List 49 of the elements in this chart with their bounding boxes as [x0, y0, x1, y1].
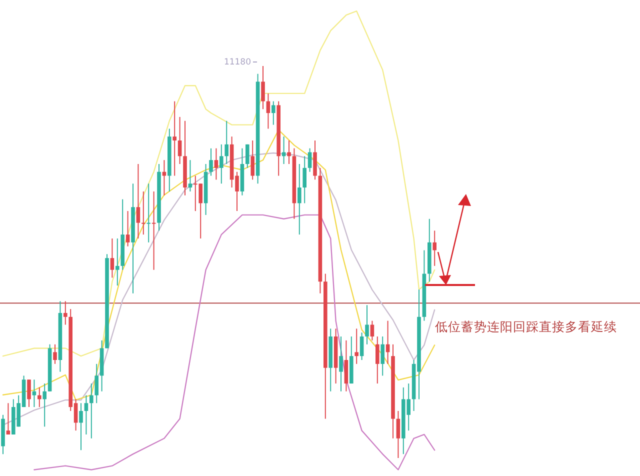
candlestick — [178, 116, 182, 164]
candlestick — [354, 328, 358, 364]
candlestick — [6, 402, 10, 435]
candlestick — [266, 92, 270, 130]
candlestick — [27, 379, 31, 408]
candlestick — [152, 190, 156, 270]
candlestick — [344, 340, 348, 392]
candlestick — [110, 238, 114, 278]
candlestick — [142, 190, 146, 236]
candlestick — [172, 100, 176, 176]
candlestick — [79, 402, 83, 451]
candlestick — [220, 144, 224, 184]
candlestick — [272, 100, 276, 126]
candlestick — [380, 336, 384, 376]
candlestick — [261, 66, 265, 110]
annotation: 11180 — [224, 57, 251, 68]
candlestick — [308, 148, 312, 172]
candlestick — [432, 230, 436, 266]
candlestick — [282, 136, 286, 164]
candlestick — [376, 336, 380, 384]
candlestick — [38, 386, 42, 408]
candlestick — [339, 336, 343, 392]
candlestick — [365, 304, 369, 345]
candlestick — [126, 210, 130, 247]
candlestick — [250, 140, 254, 180]
candlestick — [136, 164, 140, 239]
candlestick — [360, 332, 364, 360]
candlestick — [396, 410, 400, 458]
candlestick — [287, 140, 291, 164]
candlestick — [302, 156, 306, 204]
candlestick — [224, 120, 228, 164]
candlestick — [42, 383, 46, 428]
candlestick — [313, 140, 317, 180]
candlestick — [370, 320, 374, 341]
candlestick — [146, 183, 150, 243]
candlestick — [53, 344, 57, 364]
candlestick — [64, 300, 68, 326]
candlestick — [162, 160, 166, 196]
candlestick — [209, 148, 213, 176]
candlestick — [214, 148, 218, 180]
candlestick — [246, 144, 250, 168]
candlestick — [188, 160, 192, 192]
candlestick — [298, 164, 302, 236]
candlestick — [90, 383, 94, 439]
candlestick — [84, 394, 88, 435]
candlestick — [116, 238, 120, 286]
annotation: 低位蓄势连阳回踩直接多看延续 — [435, 319, 617, 334]
candlestick — [94, 363, 98, 404]
candlestick — [32, 379, 36, 408]
